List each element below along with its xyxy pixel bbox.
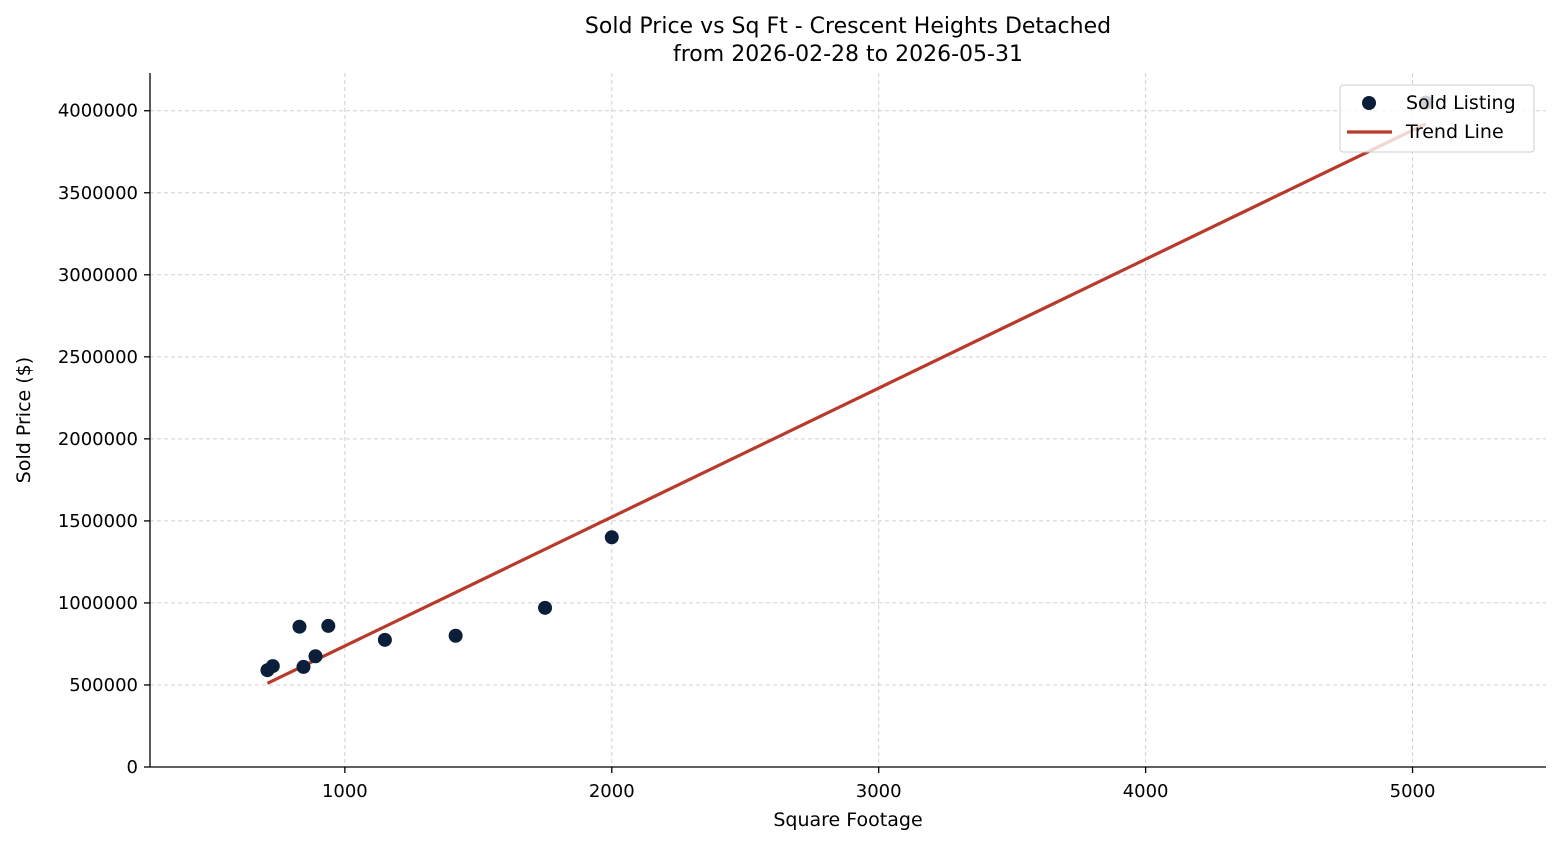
grid-lines [150, 73, 1546, 768]
y-tick-label-1: 500000 [69, 675, 138, 696]
scatter-point-2 [292, 619, 307, 634]
y-tick-label-8: 4000000 [58, 101, 138, 122]
y-tick-label-2: 1000000 [58, 593, 138, 614]
y-tick-label-7: 3500000 [58, 183, 138, 204]
legend: Sold Listing Trend Line [1339, 84, 1535, 153]
y-tick-label-6: 3000000 [58, 265, 138, 286]
x-tick-label-3: 4000 [1123, 781, 1169, 802]
scatter-point-4 [308, 649, 323, 664]
y-tick-label-5: 2500000 [58, 347, 138, 368]
scatter-point-6 [377, 632, 392, 647]
trend-line [266, 122, 1427, 685]
x-axis-label: Square Footage [773, 809, 922, 831]
scatter-point-5 [321, 618, 336, 633]
x-tick-label-4: 5000 [1390, 781, 1436, 802]
y-tick-label-4: 2000000 [58, 429, 138, 450]
chart-title-line1: Sold Price vs Sq Ft - Crescent Heights D… [585, 14, 1111, 39]
legend-marker-sold-listing [1362, 96, 1376, 110]
x-tick-label-0: 1000 [322, 781, 368, 802]
scatter-point-9 [604, 530, 619, 545]
scatter-point-7 [448, 628, 463, 643]
scatter-point-1 [265, 659, 280, 674]
y-tick-label-0: 0 [127, 757, 138, 778]
x-tick-label-1: 2000 [589, 781, 635, 802]
scatter-point-3 [296, 659, 311, 674]
legend-box [1339, 84, 1535, 153]
chart-title-line2: from 2026-02-28 to 2026-05-31 [673, 42, 1023, 67]
scatter-point-8 [538, 600, 553, 615]
axes [149, 73, 1546, 768]
y-axis-label: Sold Price ($) [13, 357, 35, 483]
x-tick-label-2: 3000 [856, 781, 902, 802]
trend-line-layer [266, 122, 1427, 685]
y-tick-label-3: 1500000 [58, 511, 138, 532]
axis-ticks: 1000 2000 3000 4000 5000 0 500000 1000000 150000… [58, 101, 1436, 802]
scatter-points-layer [260, 95, 1433, 678]
legend-label-trend-line: Trend Line [1405, 121, 1504, 143]
legend-label-sold-listing: Sold Listing [1406, 92, 1516, 114]
